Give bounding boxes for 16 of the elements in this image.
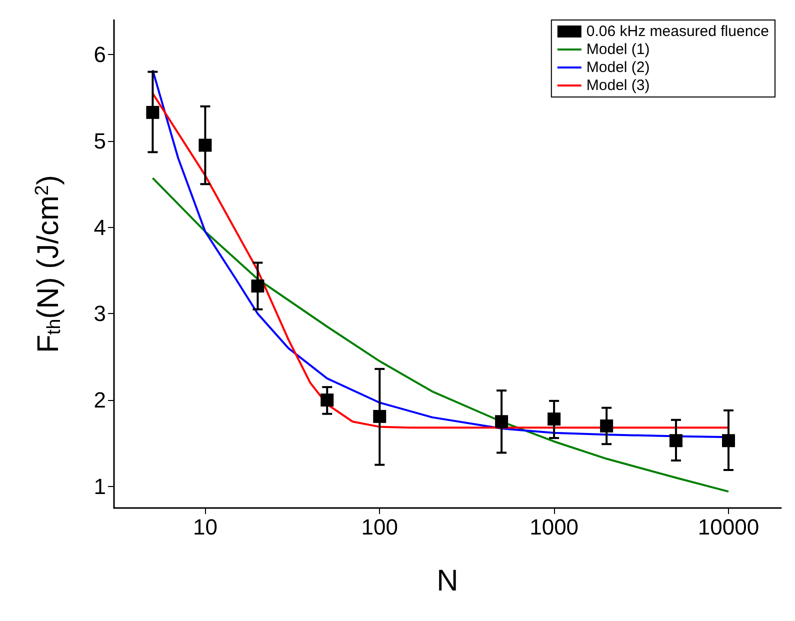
legend-label: 0.06 kHz measured fluence — [586, 23, 770, 40]
legend-label: Model (1) — [586, 41, 650, 58]
y-axis-title: Fth(N) (J/cm2) — [32, 174, 65, 354]
x-tick-label: 10 — [192, 514, 218, 540]
y-tick-label: 1 — [94, 474, 106, 499]
y-tick-label: 5 — [94, 128, 106, 154]
x-tick-label: 100 — [361, 514, 398, 540]
y-tick-label: 3 — [94, 301, 106, 326]
y-tick-label: 2 — [94, 388, 106, 413]
x-axis-title: N — [436, 564, 458, 598]
legend-label: Model (2) — [586, 59, 650, 76]
x-tick-label: 10000 — [698, 514, 760, 540]
y-tick-label: 4 — [94, 214, 106, 240]
legend-label: Model (3) — [586, 77, 650, 94]
x-tick-label: 1000 — [530, 514, 579, 540]
y-tick-label: 6 — [94, 42, 106, 68]
